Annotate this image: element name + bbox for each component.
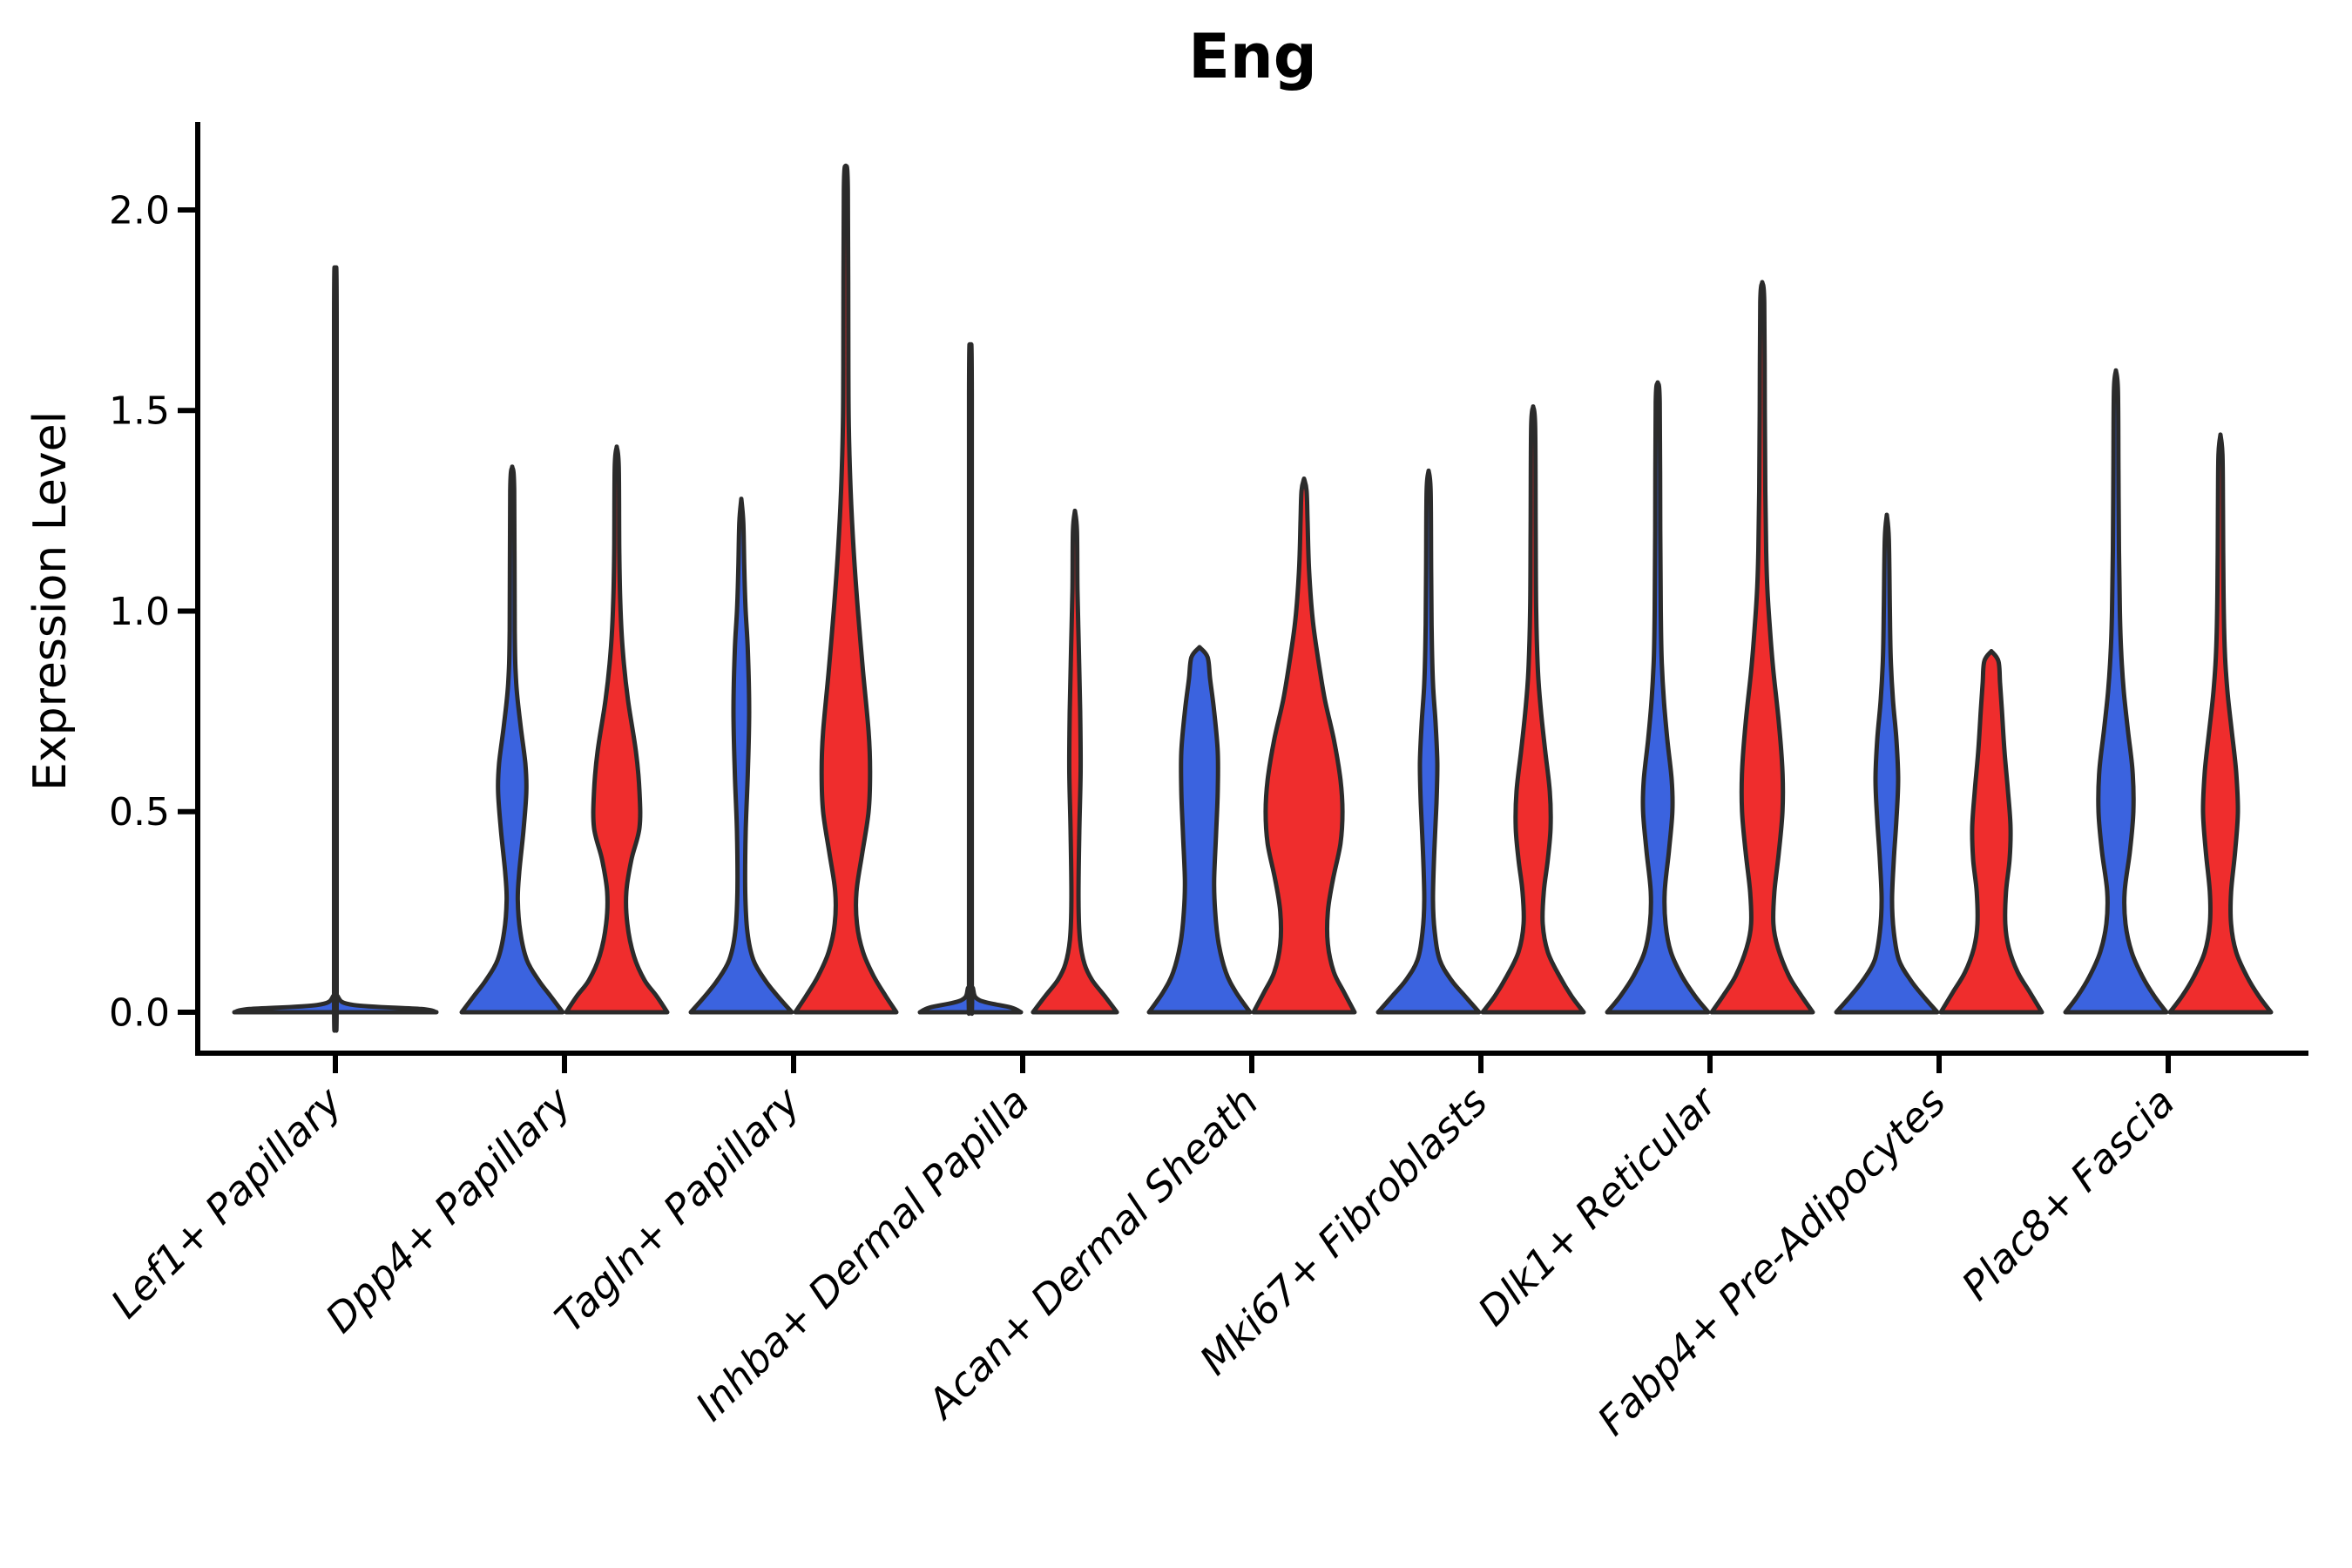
y-tick-label: 0.5 <box>109 790 170 835</box>
violin-acan-blue <box>1146 645 1253 1015</box>
violin-plac8-blue <box>2063 368 2169 1015</box>
y-axis-label: Expression Level <box>24 410 77 792</box>
violin-inhba-blue <box>917 341 1024 1017</box>
x-category-label: Dpp4+ Papillary <box>316 1078 580 1342</box>
violin-mki67-red <box>1480 404 1586 1015</box>
y-tick-label: 2.0 <box>109 188 170 233</box>
page-title: Eng <box>1188 21 1317 92</box>
violin-fabp4-red <box>1938 649 2044 1015</box>
violin-tagln-red <box>793 163 899 1015</box>
violin-dlk1-blue <box>1605 380 1711 1015</box>
violin-plac8-red <box>2167 432 2274 1015</box>
violin-dlk1-red <box>1709 280 1815 1015</box>
violin-dpp4-blue <box>459 464 565 1015</box>
y-tick-label: 0.0 <box>109 990 170 1035</box>
x-category-label: Lef1+ Papillary <box>102 1078 351 1327</box>
violin-acan-red <box>1251 476 1357 1015</box>
x-category-label: Plac8+ Fascia <box>1952 1078 2183 1309</box>
violin-fabp4-blue <box>1834 512 1940 1015</box>
y-tick-label: 1.5 <box>109 389 170 434</box>
y-tick-label: 1.0 <box>109 590 170 634</box>
violin-tagln-blue <box>688 497 794 1015</box>
x-category-label: Dlk1+ Reticular <box>1469 1076 1727 1335</box>
violin-lef1-single <box>232 265 439 1033</box>
violin-dpp4-red <box>564 444 670 1015</box>
violin-inhba-red <box>1031 508 1119 1015</box>
x-category-label: Tagln+ Papillary <box>545 1078 809 1342</box>
violin-mki67-blue <box>1375 468 1482 1015</box>
